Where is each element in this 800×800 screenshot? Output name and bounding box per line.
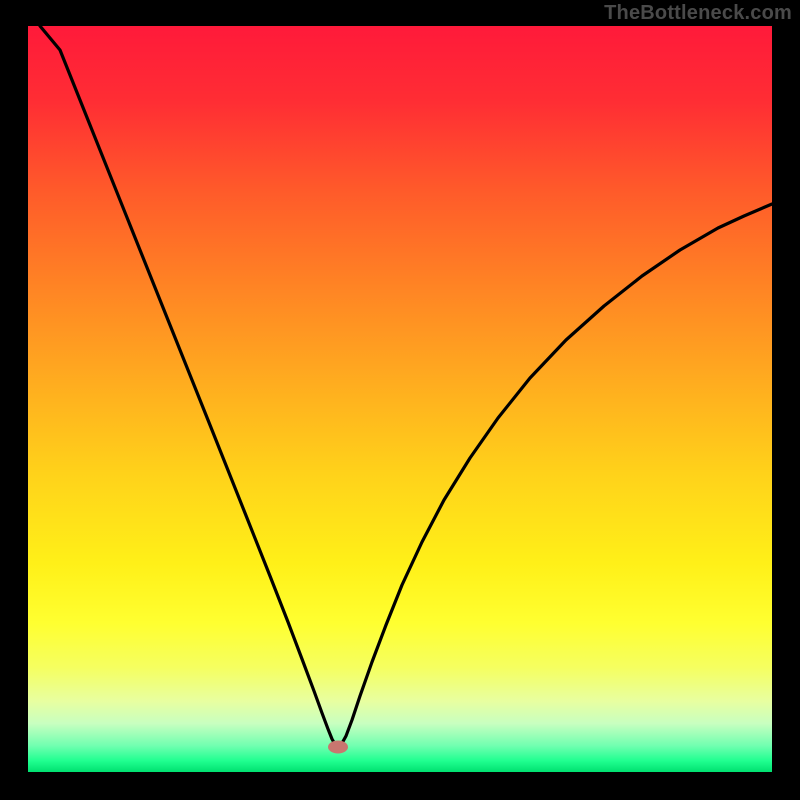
bottleneck-curve [28,26,772,772]
plot-area [28,26,772,772]
watermark-text: TheBottleneck.com [604,2,792,25]
chart-canvas: TheBottleneck.com [0,0,800,800]
optimal-point-marker [328,741,348,754]
